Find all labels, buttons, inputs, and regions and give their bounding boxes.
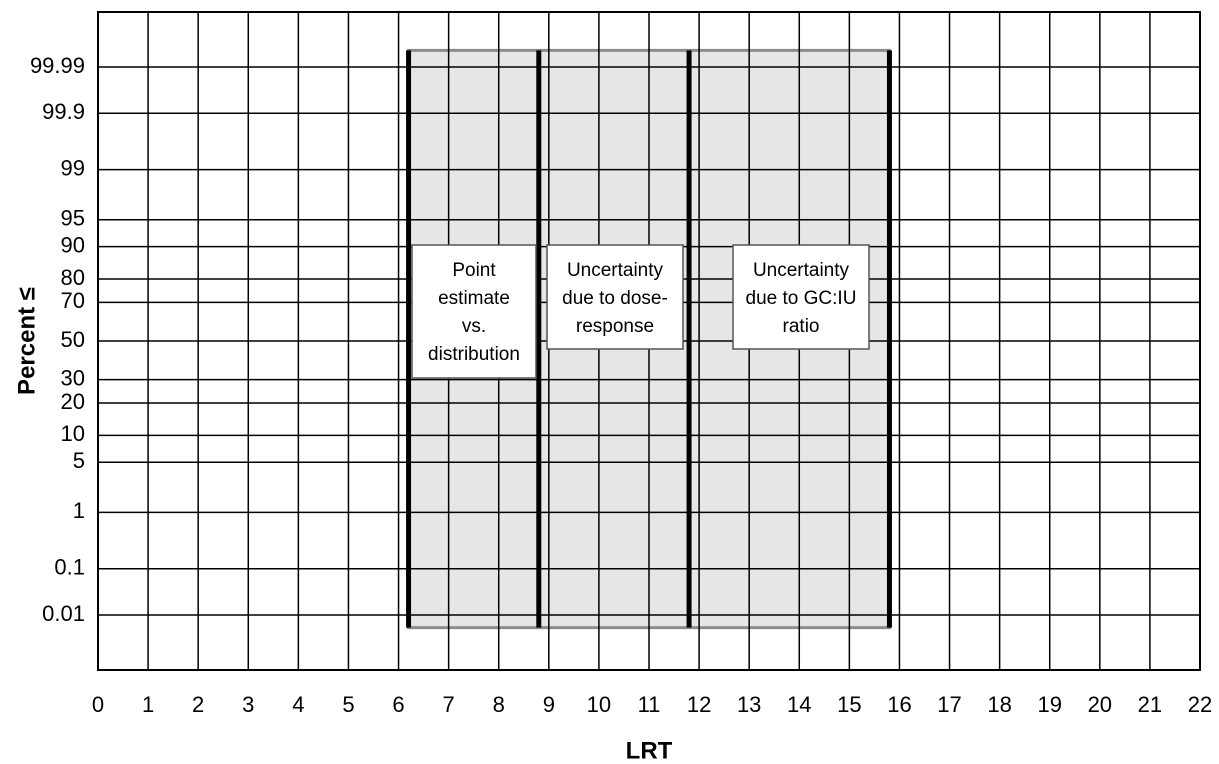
x-tick-label: 9 [543,692,555,717]
annotation: Uncertainty due to dose-response [546,244,684,350]
annotation-text: Uncertainty [753,260,850,281]
annotation-text: distribution [428,344,520,365]
annotation-text: Point [452,260,496,281]
x-axis-title: LRT [626,737,673,764]
annotation-text: vs. [462,316,486,337]
x-tick-label: 5 [342,692,354,717]
y-tick-label: 50 [61,327,85,352]
annotation-text: due to GC:IU [746,288,857,309]
y-tick-label: 90 [61,232,85,257]
y-tick-label: 5 [73,448,85,473]
x-tick-label: 3 [242,692,254,717]
y-tick-label: 30 [61,365,85,390]
y-tick-label: 80 [61,265,85,290]
x-tick-label: 6 [392,692,404,717]
annotation-text: due to dose- [562,288,668,309]
x-tick-label: 13 [737,692,761,717]
y-axis-title: Percent ≤ [13,287,40,395]
annotation-text: response [576,316,654,337]
y-tick-label: 99.9 [42,99,85,124]
plot-frame [97,11,1201,671]
annotation-box [732,244,870,350]
y-tick-label: 0.1 [54,555,85,580]
x-tick-label: 19 [1037,692,1061,717]
x-tick-label: 22 [1188,692,1212,717]
y-tick-label: 70 [61,288,85,313]
annotation: Point estimate vs. distribution [411,244,537,379]
x-tick-label: 7 [443,692,455,717]
x-tick-label: 11 [638,692,661,717]
y-tick-label: 20 [61,389,85,414]
y-tick-label: 99 [61,155,85,180]
x-tick-label: 10 [587,692,611,717]
x-tick-label: 0 [92,692,104,717]
x-tick-label: 4 [292,692,304,717]
annotation-text: estimate [438,288,510,309]
x-tick-label: 21 [1138,692,1162,717]
annotation-box [411,244,537,379]
y-tick-label: 1 [73,498,85,523]
annotation-text: ratio [783,316,820,337]
y-tick-label: 95 [61,206,85,231]
annotation: Uncertainty due to GC:IU ratio [732,244,870,350]
y-tick-label: 0.01 [42,601,85,626]
x-tick-label: 20 [1088,692,1112,717]
x-tick-label: 15 [837,692,861,717]
x-tick-label: 1 [142,692,154,717]
x-tick-label: 14 [787,692,811,717]
x-tick-label: 17 [937,692,961,717]
x-tick-label: 18 [987,692,1011,717]
x-tick-label: 8 [493,692,505,717]
x-tick-label: 16 [887,692,911,717]
y-tick-label: 99.99 [30,53,85,78]
x-tick-label: 12 [687,692,711,717]
annotation-text: Uncertainty [567,260,664,281]
x-tick-label: 2 [192,692,204,717]
y-tick-label: 10 [61,421,85,446]
annotation-box [546,244,684,350]
